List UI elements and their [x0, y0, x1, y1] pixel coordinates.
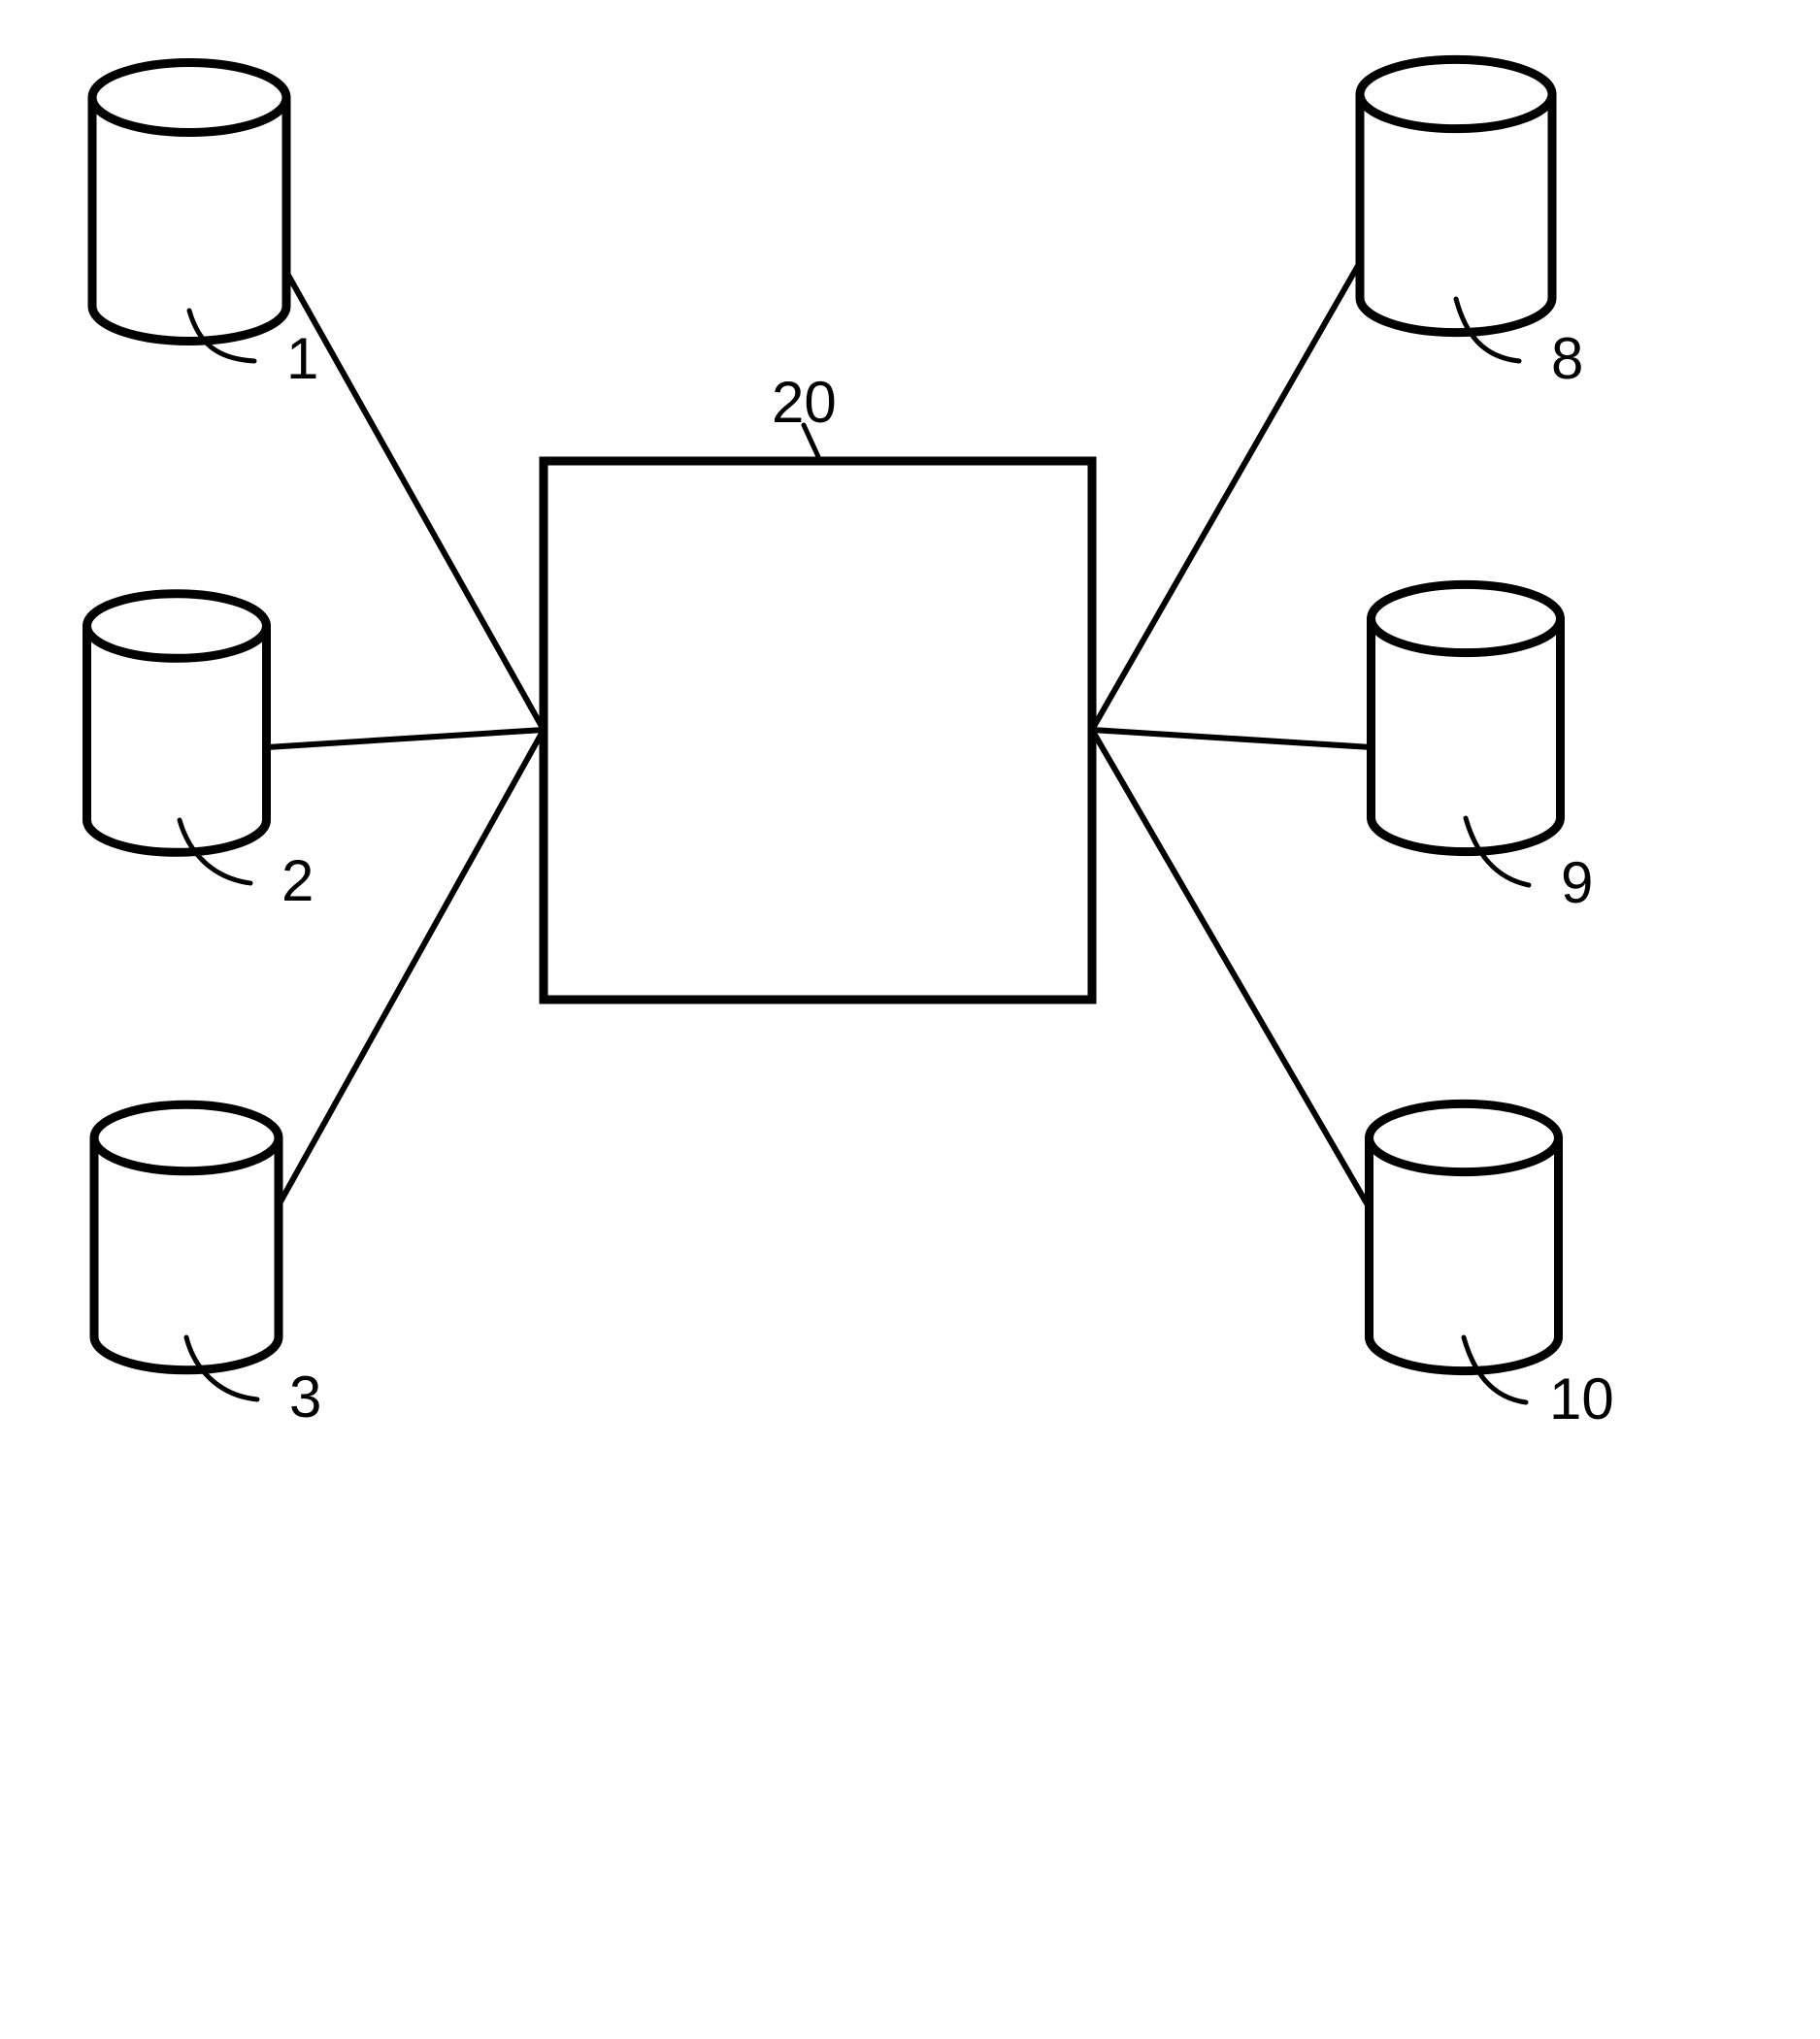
edge-3-to-20 — [280, 730, 544, 1203]
node-label-10: 10 — [1549, 1366, 1614, 1431]
cylinder-node-10 — [1370, 1103, 1559, 1370]
edge-1-to-20 — [286, 272, 544, 730]
cylinder-node-2 — [87, 594, 267, 853]
edge-20-to-8 — [1092, 264, 1359, 730]
node-label-9: 9 — [1561, 850, 1593, 915]
network-diagram: 20 1 2 3 8 9 10 — [0, 0, 1820, 2039]
cylinder-node-9 — [1372, 584, 1561, 851]
node-label-1: 1 — [286, 326, 318, 391]
edge-2-to-20 — [267, 730, 544, 747]
nodes-layer — [87, 59, 1561, 1370]
cylinder-node-1 — [92, 63, 286, 342]
node-label-20: 20 — [772, 370, 837, 435]
central-node-20 — [544, 461, 1092, 1000]
cylinder-node-3 — [94, 1104, 279, 1369]
node-label-8: 8 — [1551, 326, 1583, 391]
cylinder-node-8 — [1360, 59, 1552, 332]
edge-20-to-10 — [1092, 730, 1367, 1203]
node-label-3: 3 — [289, 1365, 321, 1430]
edge-20-to-9 — [1092, 730, 1372, 747]
node-label-2: 2 — [281, 848, 314, 913]
